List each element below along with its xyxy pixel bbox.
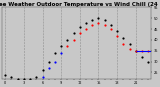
Point <box>116 31 118 32</box>
Point <box>91 24 94 25</box>
Point <box>10 82 13 84</box>
Point <box>141 57 143 58</box>
Title: Milwaukee Weather Outdoor Temperature vs Wind Chill (24 Hours): Milwaukee Weather Outdoor Temperature vs… <box>0 2 160 7</box>
Point <box>41 76 44 77</box>
Point <box>29 82 31 84</box>
Point <box>16 82 19 84</box>
Point <box>60 46 62 47</box>
Point <box>128 48 131 49</box>
Point <box>122 37 125 38</box>
Point <box>85 28 87 30</box>
Point <box>79 33 81 34</box>
Point <box>147 61 149 62</box>
Point <box>97 18 100 19</box>
Point <box>35 76 38 77</box>
Point <box>54 61 56 62</box>
Point <box>54 52 56 54</box>
Point <box>147 50 149 51</box>
Point <box>48 67 50 69</box>
Point <box>79 26 81 28</box>
Point <box>23 82 25 84</box>
Point <box>135 50 137 51</box>
Point <box>116 35 118 36</box>
Point <box>110 28 112 30</box>
Point <box>4 80 6 82</box>
Point <box>35 82 38 84</box>
Point <box>85 22 87 23</box>
Point <box>72 39 75 41</box>
Point <box>10 76 13 77</box>
Point <box>48 61 50 62</box>
Point <box>103 24 106 25</box>
Point <box>97 22 100 23</box>
Point <box>16 78 19 80</box>
Point <box>135 50 137 51</box>
Point <box>41 70 44 71</box>
Point <box>103 20 106 21</box>
Point <box>4 74 6 75</box>
Point <box>66 39 69 41</box>
Point <box>128 44 131 45</box>
Point <box>91 20 94 21</box>
Point <box>72 33 75 34</box>
Point <box>29 78 31 80</box>
Point <box>23 78 25 80</box>
Point <box>110 24 112 25</box>
Point <box>141 50 143 51</box>
Point <box>66 46 69 47</box>
Point <box>60 52 62 54</box>
Point <box>122 44 125 45</box>
